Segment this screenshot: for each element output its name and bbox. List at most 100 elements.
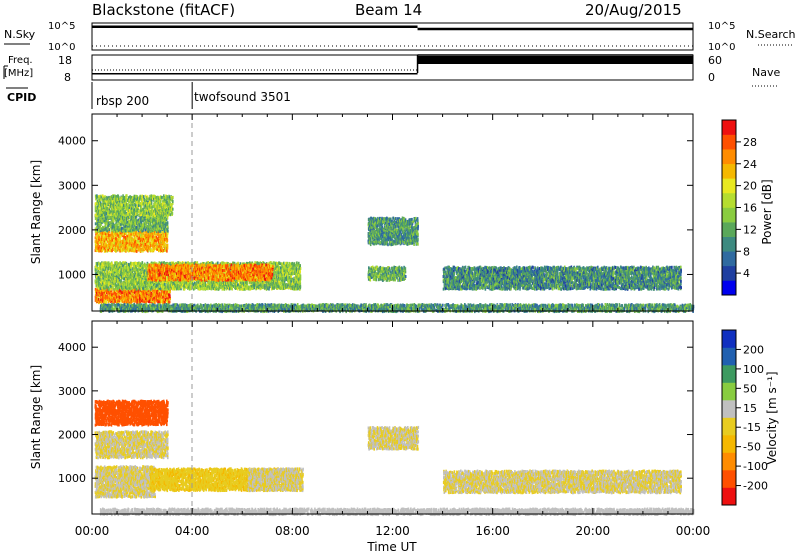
echo-cell xyxy=(229,286,232,290)
echo-cell xyxy=(123,277,126,281)
echo-cell xyxy=(192,287,195,291)
echo-cell xyxy=(299,264,301,268)
echo-cell xyxy=(128,277,130,281)
echo-cell xyxy=(257,285,259,288)
echo-cell xyxy=(299,274,302,278)
echo-cell xyxy=(103,263,105,267)
echo-cell xyxy=(223,286,226,290)
echo-cell xyxy=(229,271,232,275)
echo-cell xyxy=(220,285,223,289)
echo-cell xyxy=(271,272,274,276)
echo-cell xyxy=(116,266,118,270)
echo-cell xyxy=(145,300,147,304)
echo-cell xyxy=(144,283,147,286)
echo-cell xyxy=(138,290,141,294)
echo-cell xyxy=(107,280,110,284)
echo-cell xyxy=(138,288,140,292)
echo-cell xyxy=(103,270,106,273)
echo-cell xyxy=(129,294,131,298)
echo-cell xyxy=(264,286,266,290)
echo-cell xyxy=(120,284,123,288)
echo-cell xyxy=(144,284,147,288)
echo-cell xyxy=(160,261,163,265)
echo-cell xyxy=(97,286,100,290)
echo-cell xyxy=(101,272,104,276)
echo-cell xyxy=(113,283,116,287)
echo-cell xyxy=(113,264,116,268)
echo-cell xyxy=(132,283,135,287)
echo-cell xyxy=(138,285,141,289)
echo-cell xyxy=(203,264,206,267)
echo-cell xyxy=(150,280,153,284)
echo-cell xyxy=(118,299,120,303)
echo-cell xyxy=(118,294,120,298)
echo-cell xyxy=(139,283,142,286)
echo-cell xyxy=(106,277,109,281)
echo-cell xyxy=(202,284,204,288)
echo-cell xyxy=(161,299,163,303)
echo-cell xyxy=(231,287,233,291)
echo-cell xyxy=(108,278,110,282)
echo-cell xyxy=(145,275,147,279)
echo-cell xyxy=(172,261,175,265)
echo-cell xyxy=(217,278,220,282)
echo-cell xyxy=(98,264,101,268)
echo-cell xyxy=(135,277,137,281)
echo-cell xyxy=(103,272,106,276)
echo-cell xyxy=(244,280,247,284)
echo-cell xyxy=(160,287,162,291)
echo-cell xyxy=(101,290,104,294)
echo-cell xyxy=(106,274,109,277)
echo-cell xyxy=(169,297,171,301)
echo-cell xyxy=(97,279,100,283)
echo-cell xyxy=(226,284,228,288)
echo-cell xyxy=(139,267,142,271)
echo-cell xyxy=(103,296,105,300)
echo-cell xyxy=(166,280,169,284)
echo-cell xyxy=(204,281,207,285)
echo-cell xyxy=(127,291,129,295)
echo-cell xyxy=(120,280,122,284)
echo-cell xyxy=(166,287,169,291)
echo-cell xyxy=(246,284,249,288)
echo-cell xyxy=(241,262,243,266)
echo-cell xyxy=(182,279,185,283)
echo-cell xyxy=(131,299,134,303)
echo-cell xyxy=(299,277,302,281)
echo-cell xyxy=(273,275,276,278)
echo-cell xyxy=(130,287,132,291)
echo-cell xyxy=(244,285,246,289)
echo-cell xyxy=(241,287,244,291)
echo-cell xyxy=(120,278,122,282)
echo-cell xyxy=(151,301,153,304)
echo-cell xyxy=(226,261,228,265)
nsky-trace xyxy=(92,25,693,47)
echo-cell xyxy=(97,276,100,280)
echo-cell xyxy=(142,286,144,290)
echo-cell xyxy=(97,298,100,301)
echo-cell xyxy=(146,276,148,280)
echo-cell xyxy=(132,266,134,270)
echo-cell xyxy=(213,287,215,290)
echo-cell xyxy=(124,282,126,286)
echo-cell xyxy=(103,278,106,282)
echo-cell xyxy=(105,291,107,295)
echo-cell xyxy=(155,297,158,300)
echo-cell xyxy=(299,267,302,270)
echo-cell xyxy=(117,287,119,291)
echo-cell xyxy=(122,277,125,280)
echo-cell xyxy=(122,288,125,292)
echo-cell xyxy=(152,261,154,265)
echo-cell xyxy=(132,289,134,293)
echo-cell xyxy=(113,266,115,270)
echo-cell xyxy=(238,283,240,287)
echo-cell xyxy=(151,286,154,290)
echo-cell xyxy=(196,261,199,265)
echo-cell xyxy=(131,294,134,298)
echo-cell xyxy=(106,294,109,298)
echo-cell xyxy=(166,301,169,304)
echo-cell xyxy=(132,295,135,299)
echo-cell xyxy=(146,282,149,285)
echo-cell xyxy=(125,283,128,287)
